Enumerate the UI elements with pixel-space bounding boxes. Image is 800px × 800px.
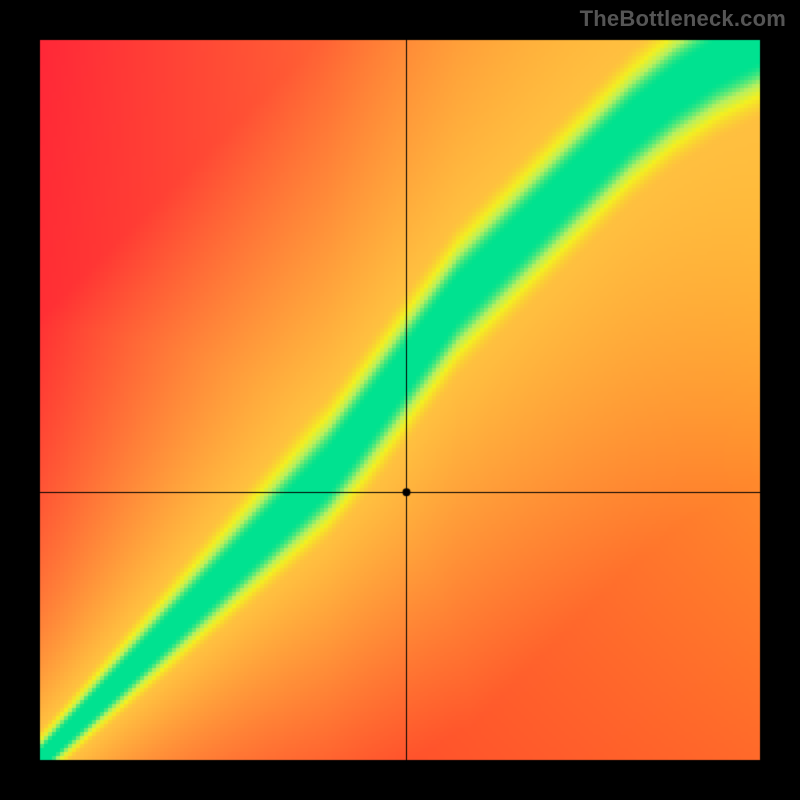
bottleneck-heatmap-canvas <box>0 0 800 800</box>
watermark-text: TheBottleneck.com <box>580 6 786 32</box>
chart-container: TheBottleneck.com <box>0 0 800 800</box>
